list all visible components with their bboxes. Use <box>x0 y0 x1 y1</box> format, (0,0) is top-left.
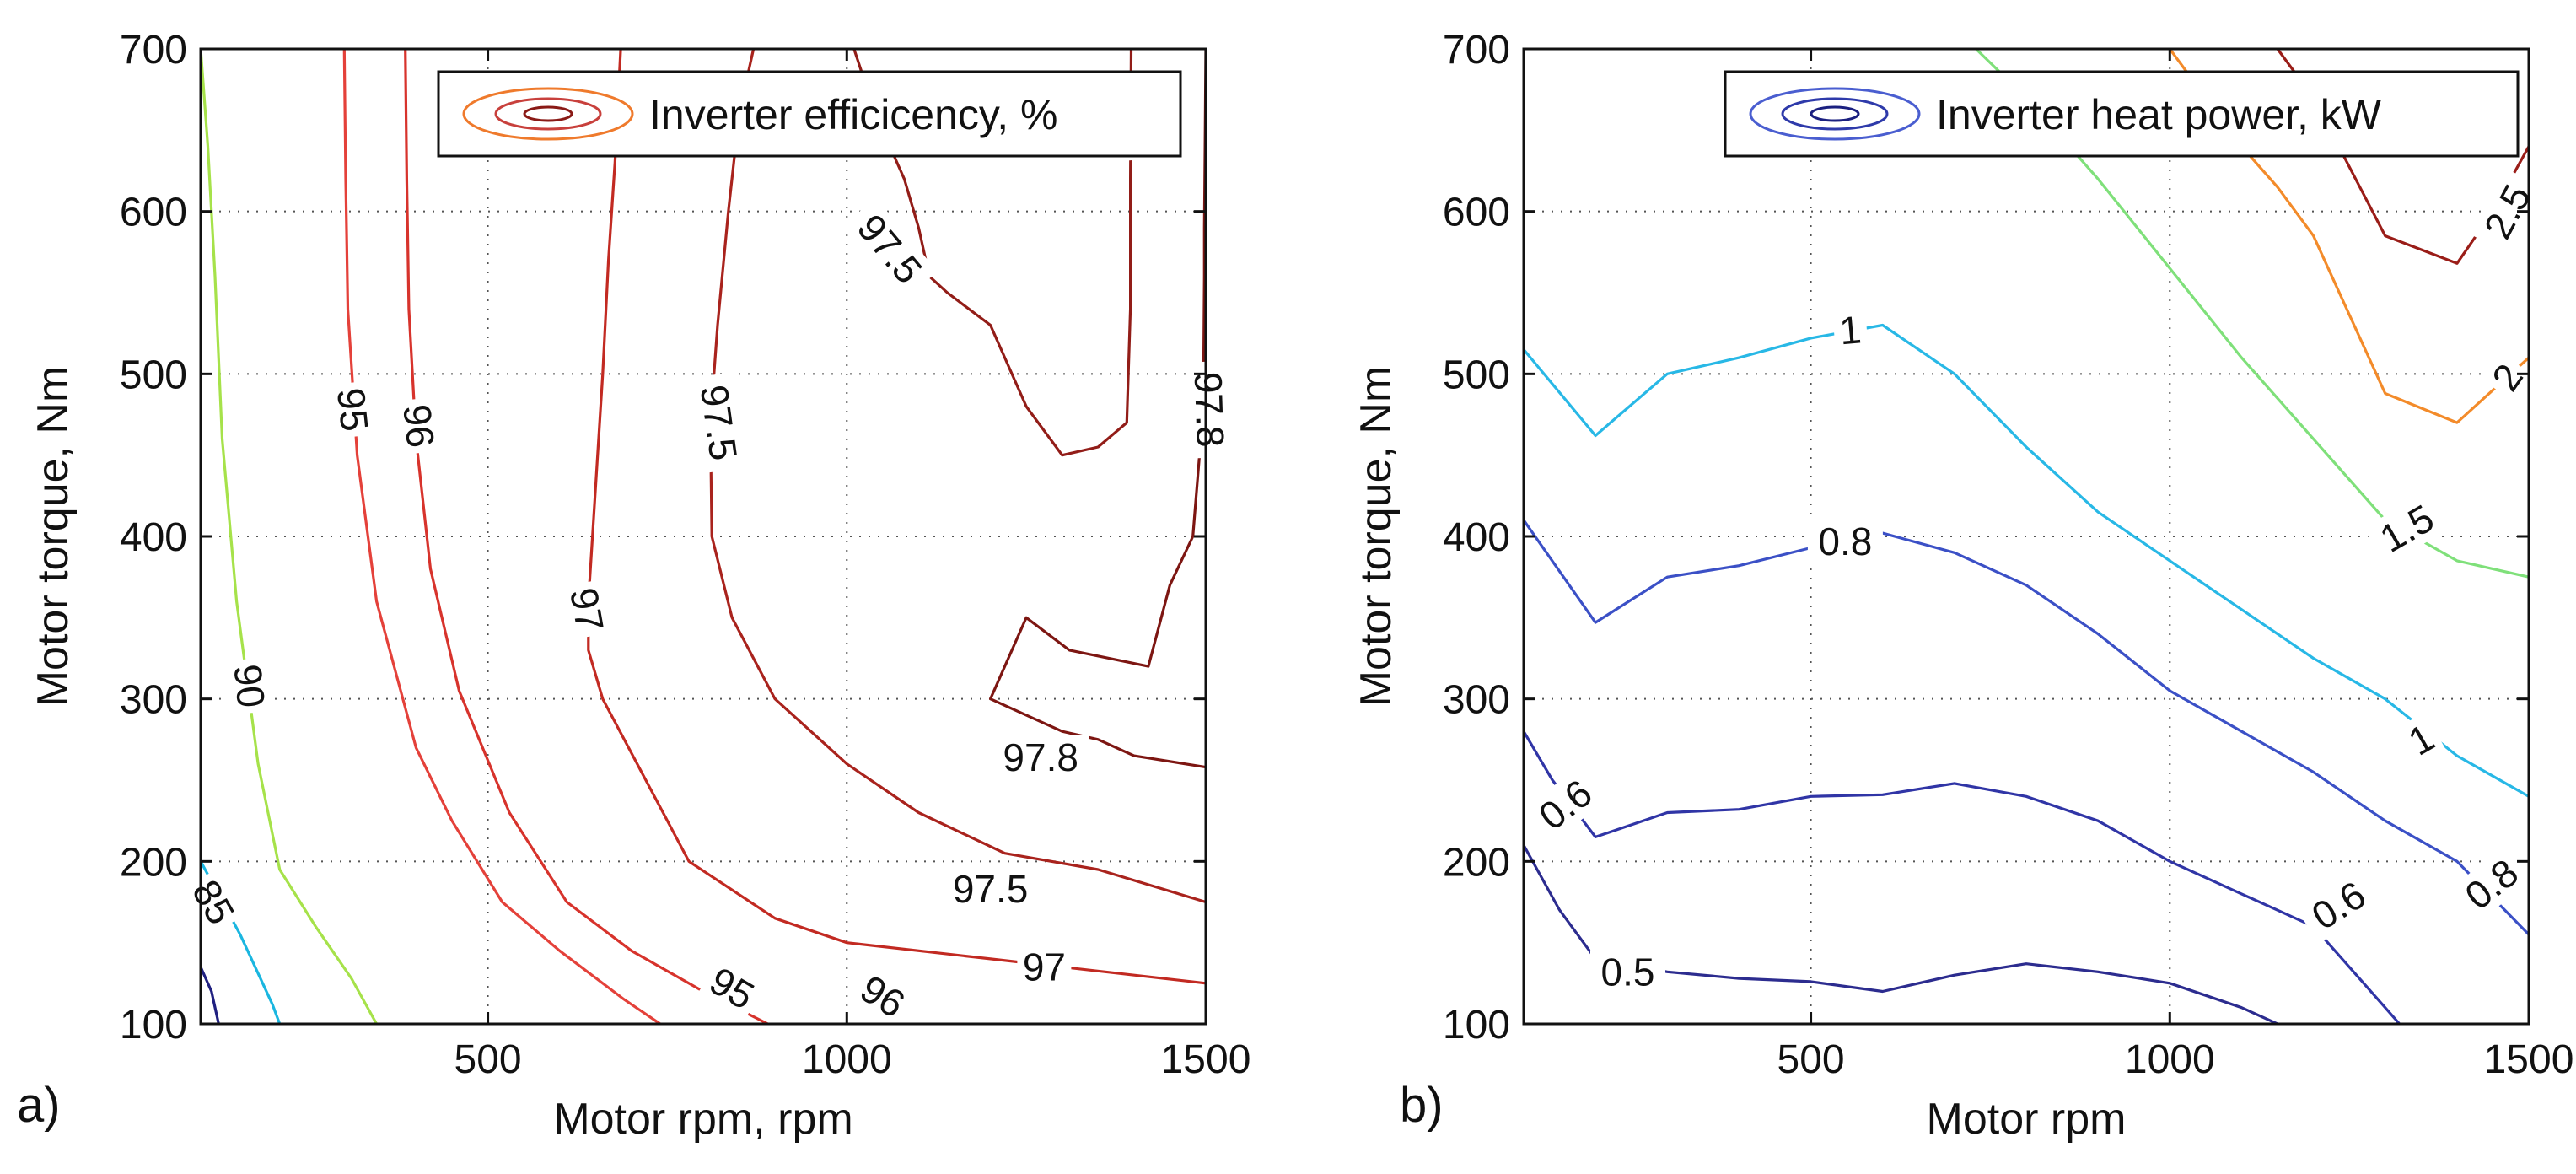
b-ytick-label-0: 100 <box>1443 1003 1510 1047</box>
b-panel-label: b) <box>1400 1078 1444 1133</box>
a-xlabel: Motor rpm, rpm <box>553 1095 852 1144</box>
b-xtick-label-2: 1500 <box>2484 1037 2574 1082</box>
a-legend-contour-icon <box>462 87 634 141</box>
a-legend: Inverter efficicency, % <box>437 70 1182 158</box>
a-contour-label-text-1: 90 <box>225 662 273 709</box>
a-contour-line-1 <box>201 966 220 1024</box>
a-ytick-label-1: 200 <box>120 840 187 885</box>
a-legend-label: Inverter efficicency, % <box>649 91 1057 138</box>
panel-a: 859095969797.597.5.597.897.897.597959650… <box>17 28 1250 1144</box>
a-ytick-label-6: 700 <box>120 28 187 73</box>
a-contour-line-8 <box>988 49 1206 769</box>
a-contour-label-text-9: 97.8 <box>1003 735 1078 779</box>
b-xlabel: Motor rpm <box>1927 1095 2127 1144</box>
a-contour-line-7 <box>852 49 1133 457</box>
b-contour-label-7: 1 <box>2396 712 2447 767</box>
a-contour-label-2: 95 <box>328 380 378 439</box>
b-ylabel: Motor torque, Nm <box>1352 366 1401 708</box>
a-xtick-label-0: 500 <box>454 1037 522 1082</box>
a-contour-label-text-4: 97 <box>562 584 612 634</box>
b-xtick-label-1: 1000 <box>2125 1037 2215 1082</box>
b-xtick-label-0: 500 <box>1777 1037 1845 1082</box>
a-contour-label-1: 90 <box>224 656 275 715</box>
b-contour-label-2: 0.8 <box>1807 519 1883 563</box>
a-contour-label-11: 97 <box>1017 945 1072 989</box>
a-contour-label-12: 95 <box>697 956 766 1021</box>
b-contour-label-3: 1 <box>1831 306 1869 353</box>
b-ytick-label-2: 300 <box>1443 678 1510 723</box>
a-contour-line-3 <box>342 49 661 1024</box>
a-contour-label-text-3: 96 <box>395 402 443 450</box>
a-contour-label-text-5: 97.5 <box>692 382 746 463</box>
a-contour-label-text-10: 97.5 <box>953 867 1029 911</box>
a-ytick-label-3: 400 <box>120 515 187 560</box>
b-contour-line-1 <box>1524 730 2401 1024</box>
b-ytick-label-4: 500 <box>1443 353 1510 397</box>
b-contour-label-9: 0.6 <box>2294 866 2382 945</box>
b-ytick-label-1: 200 <box>1443 840 1510 885</box>
a-contour-label-10: 97.5 <box>942 867 1039 912</box>
b-contour-label-0: 0.5 <box>1590 950 1665 994</box>
b-contour-line-3 <box>1524 323 2529 798</box>
b-contour-label-4: 1.5 <box>2363 490 2450 567</box>
a-ylabel: Motor torque, Nm <box>29 366 78 708</box>
a-ytick-label-5: 600 <box>120 191 187 235</box>
b-contour-label-6: 2.5 <box>2470 168 2545 256</box>
a-ytick-label-2: 300 <box>120 678 187 723</box>
a-contour-line-4 <box>404 49 769 1024</box>
a-contour-label-text-2: 95 <box>329 386 377 434</box>
a-contour-label-3: 96 <box>394 396 444 455</box>
a-ytick-label-0: 100 <box>120 1003 187 1047</box>
b-ytick-label-3: 400 <box>1443 515 1510 560</box>
a-legend-box <box>437 70 1182 158</box>
a-contour-label-text-13: 96 <box>852 967 912 1026</box>
b-contour-label-text-2: 0.8 <box>1818 520 1872 563</box>
a-contour-label-text-11: 97 <box>1023 945 1066 989</box>
a-xtick-label-2: 1500 <box>1161 1037 1251 1082</box>
b-ytick-label-5: 600 <box>1443 191 1510 235</box>
b-contour-label-8: 0.8 <box>2448 843 2535 925</box>
b-contour-label-1: 0.6 <box>1522 764 1609 845</box>
a-xtick-label-1: 1000 <box>802 1037 892 1082</box>
a-contour-line-5 <box>587 49 1206 985</box>
a-ytick-label-4: 500 <box>120 353 187 397</box>
a-contour-line-6 <box>708 49 1206 904</box>
a-panel-label: a) <box>17 1078 61 1133</box>
b-legend: Inverter heat power, kW <box>1724 70 2520 158</box>
a-contour-label-13: 96 <box>847 963 917 1030</box>
a-contour-label-4: 97 <box>560 579 614 640</box>
b-legend-label: Inverter heat power, kW <box>1936 91 2382 138</box>
a-contour-label-9: 97.8 <box>992 735 1089 779</box>
b-ytick-label-6: 700 <box>1443 28 1510 73</box>
b-contour-label-text-3: 1 <box>1837 307 1863 353</box>
b-contour-label-text-0: 0.5 <box>1601 950 1655 994</box>
a-contour-label-5: 97.5 <box>691 372 748 474</box>
a-contour-label-text-12: 95 <box>702 958 761 1018</box>
b-contour-line-2 <box>1524 519 2529 936</box>
a-contour-label-text-8: 97.8 <box>1186 371 1233 448</box>
b-contour-line-0 <box>1524 844 2278 1024</box>
a-contour-label-8: 97.8 <box>1186 360 1234 459</box>
b-legend-contour-icon <box>1749 87 1921 141</box>
